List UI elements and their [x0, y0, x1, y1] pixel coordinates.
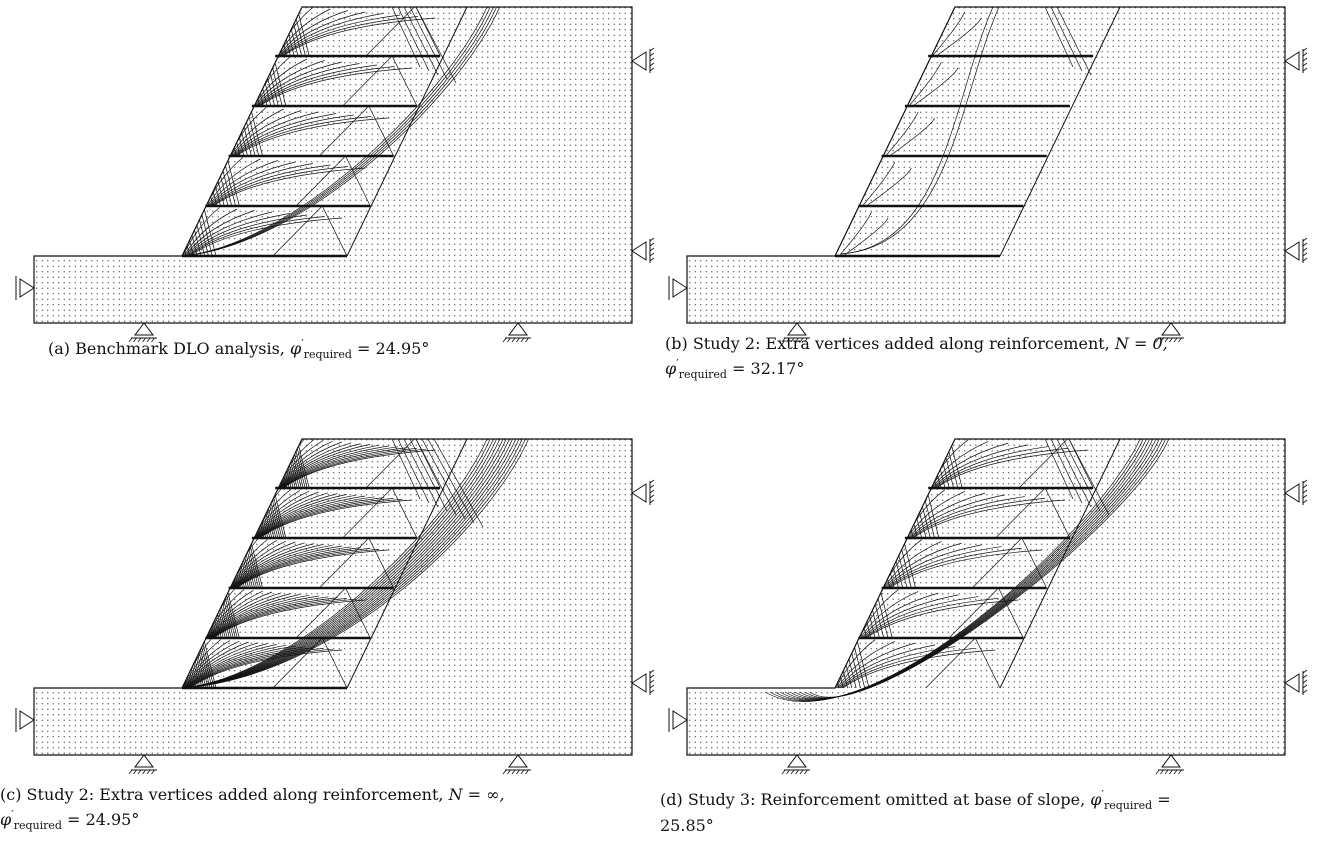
- reinforced-zone-boundary: [999, 438, 1121, 689]
- caption-a-subscript: required: [303, 348, 352, 361]
- caption-d-prime: ′: [1101, 788, 1104, 801]
- roller-support-icon: [668, 276, 688, 300]
- pin-support-icon: [781, 322, 810, 343]
- caption-a-prime: ′: [301, 337, 304, 350]
- pin-support-icon: [128, 754, 157, 775]
- panel-d-diagram: [665, 437, 1308, 775]
- caption-b: (b) Study 2: Extra vertices added along …: [665, 334, 1305, 385]
- roller-support-icon: [668, 708, 688, 732]
- caption-d-symbol: φ: [1090, 790, 1102, 809]
- slope-diagram-d: [668, 438, 1308, 775]
- roller-support-icon: [1284, 479, 1308, 505]
- caption-b-line2: φ′required = 32.17°: [665, 354, 1305, 385]
- caption-b-line1: (b) Study 2: Extra vertices added along …: [665, 334, 1305, 354]
- pin-support-icon: [781, 754, 810, 775]
- pin-support-icon: [502, 322, 531, 343]
- caption-c-value: = 24.95°: [67, 810, 140, 829]
- roller-support-icon: [15, 708, 35, 732]
- pin-support-icon: [502, 754, 531, 775]
- reinforced-zone-boundary: [346, 6, 468, 257]
- panel-c-diagram: [12, 437, 655, 775]
- caption-c-text: Study 2: Extra vertices added along rein…: [26, 785, 444, 804]
- caption-b-value: = 32.17°: [732, 359, 805, 378]
- caption-d-line1: (d) Study 3: Reinforcement omitted at ba…: [660, 785, 1310, 816]
- caption-c-line1: (c) Study 2: Extra vertices added along …: [0, 785, 655, 805]
- soil-domain: [686, 6, 1286, 324]
- caption-d: (d) Study 3: Reinforcement omitted at ba…: [660, 785, 1310, 836]
- panel-b-diagram: [665, 5, 1308, 343]
- caption-d-subscript: required: [1103, 799, 1153, 812]
- caption-a-line1: (a) Benchmark DLO analysis, φ′required =…: [48, 334, 628, 365]
- pin-support-icon: [1155, 322, 1184, 343]
- slope-diagram-b: [668, 6, 1308, 343]
- caption-c-subscript: required: [13, 819, 62, 832]
- caption-d-value: =: [1157, 790, 1171, 809]
- caption-b-text: Study 2: Extra vertices added along rein…: [692, 334, 1110, 353]
- caption-d-line2: 25.85°: [660, 816, 1310, 836]
- caption-c-line2: φ′required = 24.95°: [0, 805, 655, 836]
- caption-d-text: Study 3: Reinforcement omitted at base o…: [687, 790, 1086, 809]
- roller-support-icon: [631, 47, 655, 73]
- caption-d-label: (d): [660, 790, 683, 809]
- caption-c: (c) Study 2: Extra vertices added along …: [0, 785, 655, 836]
- pin-support-icon: [128, 322, 157, 343]
- caption-c-n: N = ∞,: [448, 785, 505, 804]
- soil-domain: [33, 6, 633, 324]
- soil-domain: [33, 438, 633, 756]
- caption-a-text: Benchmark DLO analysis,: [75, 339, 285, 358]
- panel-a-diagram: [12, 5, 655, 343]
- roller-support-icon: [1284, 669, 1308, 695]
- caption-a-label: (a): [48, 339, 71, 358]
- reinforced-zone-boundary: [346, 438, 468, 689]
- caption-b-subscript: required: [678, 368, 727, 381]
- reinforced-zone-boundary: [999, 6, 1121, 257]
- caption-b-n: N = 0,: [1114, 334, 1168, 353]
- caption-c-prime: ′: [11, 808, 14, 821]
- caption-d-value-2: 25.85°: [660, 816, 714, 835]
- caption-a: (a) Benchmark DLO analysis, φ′required =…: [48, 334, 628, 365]
- pin-support-icon: [1155, 754, 1184, 775]
- caption-b-prime: ′: [676, 357, 679, 370]
- caption-a-symbol: φ: [289, 339, 302, 358]
- caption-c-label: (c): [0, 785, 22, 804]
- caption-c-symbol: φ: [0, 810, 12, 829]
- roller-support-icon: [631, 669, 655, 695]
- roller-support-icon: [631, 237, 655, 263]
- caption-b-label: (b): [665, 334, 688, 353]
- slope-diagram-a: [15, 6, 655, 343]
- roller-support-icon: [631, 479, 655, 505]
- roller-support-icon: [1284, 237, 1308, 263]
- caption-a-value: = 24.95°: [357, 339, 430, 358]
- roller-support-icon: [15, 276, 35, 300]
- soil-domain: [686, 438, 1286, 756]
- roller-support-icon: [1284, 47, 1308, 73]
- caption-b-symbol: φ: [665, 359, 677, 378]
- slope-diagram-c: [15, 438, 655, 775]
